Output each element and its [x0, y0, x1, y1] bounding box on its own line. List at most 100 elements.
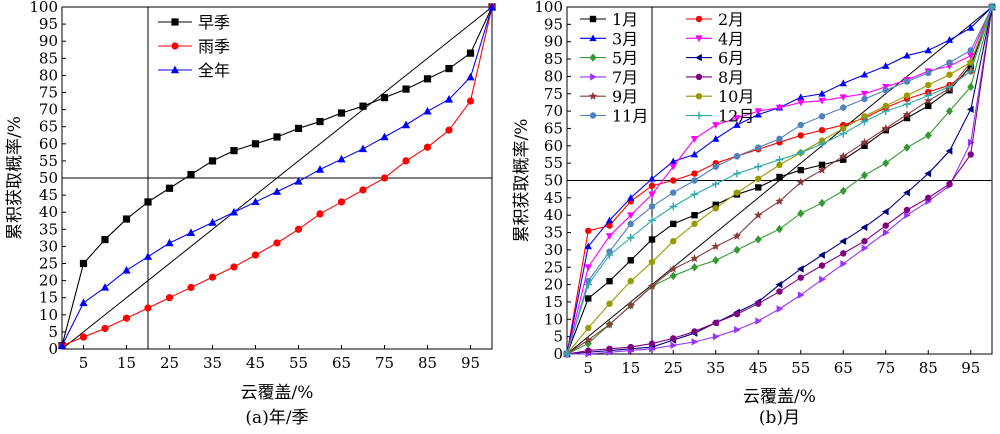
legend-marker — [170, 65, 180, 74]
data-point — [712, 332, 720, 341]
data-point — [79, 259, 88, 268]
data-point — [273, 133, 281, 141]
data-point — [584, 280, 593, 289]
y-tick-label: 5 — [48, 323, 58, 341]
legend-marker — [171, 18, 179, 26]
data-point — [251, 140, 260, 148]
data-point — [690, 150, 699, 158]
data-point — [838, 151, 848, 160]
legend-marker — [695, 35, 703, 43]
data-point — [670, 238, 677, 245]
data-point — [945, 106, 954, 116]
legend-label: 8月 — [718, 68, 744, 87]
data-point — [925, 194, 932, 202]
data-point — [445, 126, 453, 134]
data-point — [208, 218, 217, 226]
data-point — [273, 239, 281, 247]
data-point — [670, 341, 678, 350]
data-point — [583, 335, 593, 344]
data-point — [903, 78, 911, 85]
data-point — [712, 201, 719, 208]
data-point — [423, 106, 432, 115]
legend-marker — [695, 73, 703, 81]
data-point — [606, 222, 613, 229]
data-point — [797, 121, 804, 129]
data-point — [882, 62, 890, 69]
data-point — [101, 324, 109, 333]
legend-label: 5月 — [612, 49, 638, 68]
data-point — [818, 113, 826, 120]
data-point — [946, 180, 953, 188]
data-point — [79, 298, 88, 307]
data-point — [691, 177, 698, 184]
panel-caption: (a)年/季 — [245, 408, 308, 428]
y-tick-label: 80 — [39, 66, 58, 84]
data-point — [144, 304, 152, 312]
x-tick-label: 85 — [418, 354, 437, 372]
data-point — [881, 208, 889, 216]
data-point — [818, 198, 826, 208]
data-point — [315, 165, 325, 173]
data-point — [316, 117, 324, 126]
data-point — [647, 281, 657, 290]
legend-marker — [695, 15, 703, 23]
legend-label: 10月 — [718, 87, 754, 106]
x-tick-label: 65 — [332, 354, 351, 372]
y-tick-label: 100 — [534, 0, 563, 16]
data-point — [755, 175, 762, 182]
legend-marker — [588, 91, 598, 100]
legend-marker — [589, 34, 597, 42]
legend-label: 6月 — [718, 49, 744, 68]
y-tick-label: 75 — [544, 85, 563, 103]
data-point — [648, 182, 656, 189]
data-point — [796, 177, 806, 186]
data-point — [818, 89, 826, 97]
data-point — [401, 120, 411, 129]
x-axis-title: 云覆盖/% — [241, 383, 314, 403]
data-point — [627, 257, 634, 264]
data-point — [797, 291, 805, 299]
data-point — [208, 273, 217, 281]
data-point — [100, 283, 110, 291]
data-point — [967, 23, 975, 31]
data-point — [144, 198, 152, 206]
data-point — [380, 174, 389, 182]
x-tick-label: 45 — [749, 359, 768, 377]
legend-label: 7月 — [612, 68, 638, 87]
y-tick-label: 70 — [39, 101, 58, 119]
data-point — [627, 343, 634, 351]
y-tick-label: 85 — [39, 49, 58, 67]
data-point — [924, 169, 932, 178]
x-tick-label: 85 — [919, 359, 938, 377]
y-tick-label: 30 — [544, 241, 563, 259]
data-point — [903, 206, 911, 214]
data-point — [924, 131, 932, 140]
data-point — [967, 138, 975, 147]
data-point — [691, 220, 698, 228]
data-point — [606, 300, 613, 307]
data-point — [882, 158, 890, 168]
data-point — [359, 186, 367, 194]
data-point — [711, 241, 721, 251]
legend-marker — [695, 53, 702, 62]
data-point — [797, 132, 804, 139]
y-tick-label: 15 — [544, 293, 563, 311]
data-point — [466, 97, 475, 105]
series-全年 — [57, 2, 497, 349]
data-point — [712, 163, 719, 170]
data-point — [627, 212, 635, 220]
y-tick-label: 65 — [544, 119, 563, 137]
y-tick-label: 20 — [544, 276, 563, 294]
data-point — [797, 99, 805, 107]
data-point — [670, 177, 677, 184]
data-point — [903, 143, 911, 152]
data-point — [272, 187, 282, 195]
data-point — [860, 90, 869, 98]
legend: 1月 2月 3月 4月 5月 6月 7月 8月 9月 10月 11月 12月 — [580, 10, 754, 126]
y-tick-label: 25 — [544, 258, 563, 276]
x-tick-label: 95 — [961, 359, 980, 377]
series-4月 — [563, 4, 996, 358]
data-point — [122, 266, 131, 274]
data-point — [605, 216, 614, 224]
